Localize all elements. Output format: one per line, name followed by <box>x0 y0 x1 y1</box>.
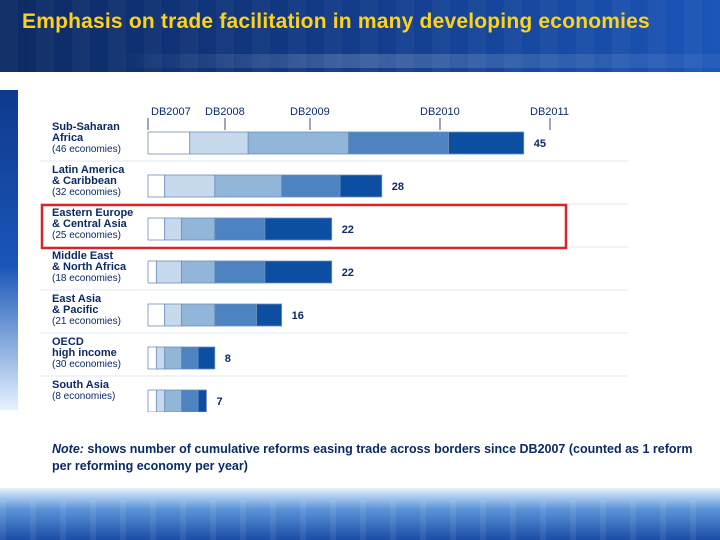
category-subtitle: (8 economies) <box>52 391 115 402</box>
title-bar-highlight <box>110 54 720 68</box>
category-name-line: & Pacific <box>52 304 98 316</box>
category-name-line: Eastern Europe <box>52 207 133 219</box>
footer-band <box>0 488 720 540</box>
total-labels: 45 28 22 22 16 8 7 <box>216 138 546 408</box>
note-prefix: Note: <box>52 442 84 456</box>
bar-segment-db2010 <box>180 389 199 413</box>
category-subtitle: (46 economies) <box>52 144 121 155</box>
legend-label-db2007: DB2007 <box>151 106 191 118</box>
category-subtitle: (32 economies) <box>52 187 121 198</box>
bar-segment-db2011 <box>256 303 283 327</box>
bars <box>40 131 628 420</box>
bar-segment-db2010 <box>281 174 341 198</box>
footer-pattern <box>0 500 720 540</box>
category-subtitle: (21 economies) <box>52 316 121 327</box>
bar-segment-db2007 <box>147 346 157 370</box>
bar-segment-db2008 <box>155 389 166 413</box>
category-subtitle: (30 economies) <box>52 359 121 370</box>
bar-segment-db2009 <box>214 174 283 198</box>
bar-segment-db2009 <box>180 260 216 284</box>
bar-segment-db2008 <box>164 303 182 327</box>
note-text: shows number of cumulative reforms easin… <box>52 442 693 473</box>
category-name-line: South Asia <box>52 379 110 391</box>
category-name-line: & Caribbean <box>52 175 117 187</box>
chart-panel: DB2007 DB2008 DB2009 DB2010 DB2011 Sub-Sahar… <box>28 90 638 420</box>
total-label: 45 <box>534 138 546 150</box>
bar-segment-db2010 <box>214 303 257 327</box>
category-name-line: Latin America <box>52 164 125 176</box>
total-label: 28 <box>392 181 404 193</box>
total-label: 22 <box>342 224 354 236</box>
category-name-line: & North Africa <box>52 261 127 273</box>
category-subtitle: (18 economies) <box>52 273 121 284</box>
bar-segment-db2011 <box>197 389 207 413</box>
category-name-line: OECD <box>52 336 84 348</box>
legend-label-db2008: DB2008 <box>205 106 245 118</box>
bar-segment-db2009 <box>164 346 182 370</box>
category-name-line: East Asia <box>52 293 102 305</box>
category-subtitle: (25 economies) <box>52 230 121 241</box>
total-label: 22 <box>342 267 354 279</box>
bar-segment-db2008 <box>155 346 166 370</box>
stacked-bar-chart: DB2007 DB2008 DB2009 DB2010 DB2011 Sub-Sahar… <box>40 106 628 420</box>
bar-segment-db2011 <box>264 260 333 284</box>
left-accent-strip <box>0 90 18 410</box>
bar-segment-db2008 <box>164 217 182 241</box>
category-name-line: Sub-Saharan <box>52 121 120 133</box>
category-name-line: Africa <box>52 132 84 144</box>
bar-segment-db2009 <box>247 131 349 155</box>
bar-segment-db2007 <box>147 217 166 241</box>
footnote: Note: shows number of cumulative reforms… <box>52 441 702 475</box>
bar-segment-db2008 <box>164 174 216 198</box>
slide-title: Emphasis on trade facilitation in many d… <box>22 10 650 33</box>
legend-label-db2009: DB2009 <box>290 106 330 118</box>
bar-segment-db2010 <box>214 217 266 241</box>
bar-segment-db2011 <box>264 217 333 241</box>
total-label: 16 <box>292 310 304 322</box>
bar-segment-db2007 <box>147 303 166 327</box>
bar-segment-db2011 <box>339 174 383 198</box>
total-label: 8 <box>225 353 231 365</box>
bar-segment-db2009 <box>180 217 216 241</box>
bar-segment-db2007 <box>147 131 191 155</box>
bar-segment-db2010 <box>347 131 449 155</box>
bar-segment-db2010 <box>214 260 266 284</box>
title-bar-texture <box>0 0 720 72</box>
category-name-line: high income <box>52 347 117 359</box>
bar-segment-db2011 <box>448 131 525 155</box>
category-name-line: & Central Asia <box>52 218 128 230</box>
bar-segment-db2009 <box>164 389 182 413</box>
bar-segment-db2011 <box>197 346 216 370</box>
legend-label-db2011: DB2011 <box>530 106 569 118</box>
bar-segment-db2008 <box>189 131 249 155</box>
bar-segment-db2007 <box>147 260 157 284</box>
total-label: 7 <box>216 396 222 408</box>
bar-segment-db2010 <box>180 346 199 370</box>
bar-segment-db2009 <box>180 303 216 327</box>
highlight-box <box>40 203 568 250</box>
category-name-line: Middle East <box>52 250 113 262</box>
bar-segment-db2007 <box>147 389 157 413</box>
bar-segment-db2008 <box>155 260 182 284</box>
bar-segment-db2007 <box>147 174 166 198</box>
legend: DB2007 DB2008 DB2009 DB2010 DB2011 <box>147 106 569 130</box>
legend-label-db2010: DB2010 <box>420 106 460 118</box>
title-bar: Emphasis on trade facilitation in many d… <box>0 0 720 72</box>
